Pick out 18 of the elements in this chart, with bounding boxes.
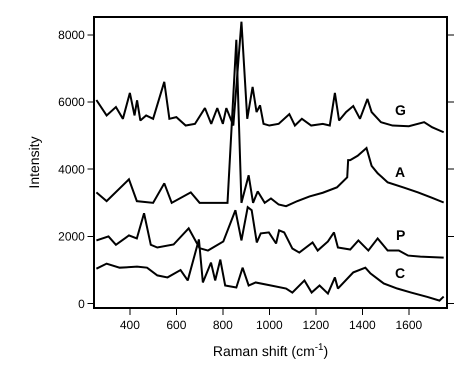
x-tick-label: 400 [120, 318, 140, 332]
series-label: G [395, 102, 406, 118]
x-axis-title: Raman shift (cm$^{-1}$) [212, 342, 328, 359]
y-tick-label: 0 [78, 296, 86, 311]
y-axis-title: Intensity [26, 136, 42, 189]
y-tick-label: 6000 [58, 95, 86, 110]
x-tick-label: 1200 [302, 318, 330, 332]
series-label: A [395, 164, 406, 180]
x-tick-label: 600 [166, 318, 187, 332]
y-tick-label: 8000 [58, 28, 86, 42]
y-tick-label: 4000 [58, 162, 86, 176]
y-tick-label: 2000 [58, 230, 86, 244]
series-label: C [395, 265, 406, 281]
x-tick-label: 1000 [256, 318, 284, 332]
x-tick-label: 1600 [395, 318, 422, 332]
x-tick-label: 1400 [348, 318, 376, 332]
series-label: P [396, 227, 406, 243]
x-tick-label: 800 [212, 318, 234, 332]
